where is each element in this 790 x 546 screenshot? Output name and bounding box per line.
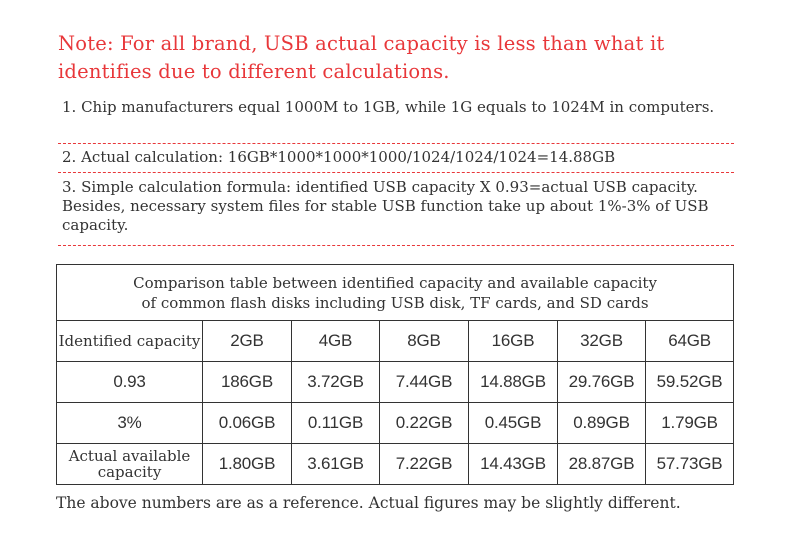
capacity-note: Note: For all brand, USB actual capacity… [58, 30, 758, 86]
table-cell: 0.11GB [292, 403, 380, 444]
table-cell: 59.52GB [646, 362, 734, 403]
step-3: 3. Simple calculation formula: identifie… [62, 178, 742, 235]
note-line-2: identifies due to different calculations… [58, 58, 758, 86]
table-header-row: Identified capacity 2GB 4GB 8GB 16GB 32G… [57, 321, 734, 362]
table-cell: 3.61GB [292, 444, 380, 485]
table-cell: 0.45GB [469, 403, 558, 444]
dashed-divider [58, 172, 734, 173]
table-caption-line-1: Comparison table between identified capa… [57, 273, 733, 293]
table-cell: 28.87GB [558, 444, 646, 485]
table-row: Actual available capacity 1.80GB 3.61GB … [57, 444, 734, 485]
table-cell: 1.80GB [203, 444, 292, 485]
column-header: 8GB [380, 321, 469, 362]
table-row: 3% 0.06GB 0.11GB 0.22GB 0.45GB 0.89GB 1.… [57, 403, 734, 444]
table-caption: Comparison table between identified capa… [57, 265, 734, 321]
table-cell: 14.43GB [469, 444, 558, 485]
reference-footnote: The above numbers are as a reference. Ac… [56, 494, 756, 512]
table-cell: 57.73GB [646, 444, 734, 485]
note-line-1: Note: For all brand, USB actual capacity… [58, 30, 758, 58]
row-header: 3% [57, 403, 203, 444]
table-cell: 186GB [203, 362, 292, 403]
dashed-divider [58, 245, 734, 246]
table-cell: 14.88GB [469, 362, 558, 403]
table-row: 0.93 186GB 3.72GB 7.44GB 14.88GB 29.76GB… [57, 362, 734, 403]
table-cell: 0.22GB [380, 403, 469, 444]
row-header: Actual available capacity [57, 444, 203, 485]
table-cell: 7.44GB [380, 362, 469, 403]
dashed-divider [58, 143, 734, 144]
table-cell: 0.06GB [203, 403, 292, 444]
table-caption-row: Comparison table between identified capa… [57, 265, 734, 321]
table-cell: 0.89GB [558, 403, 646, 444]
column-header: 4GB [292, 321, 380, 362]
column-header: 16GB [469, 321, 558, 362]
table-cell: 29.76GB [558, 362, 646, 403]
step-2: 2. Actual calculation: 16GB*1000*1000*10… [62, 148, 742, 167]
table-cell: 7.22GB [380, 444, 469, 485]
table-cell: 3.72GB [292, 362, 380, 403]
row-header-identified: Identified capacity [57, 321, 203, 362]
column-header: 64GB [646, 321, 734, 362]
table-cell: 1.79GB [646, 403, 734, 444]
step-1: 1. Chip manufacturers equal 1000M to 1GB… [62, 98, 742, 117]
row-header: 0.93 [57, 362, 203, 403]
capacity-comparison-table: Comparison table between identified capa… [56, 264, 734, 485]
table-caption-line-2: of common flash disks including USB disk… [57, 293, 733, 313]
column-header: 32GB [558, 321, 646, 362]
column-header: 2GB [203, 321, 292, 362]
